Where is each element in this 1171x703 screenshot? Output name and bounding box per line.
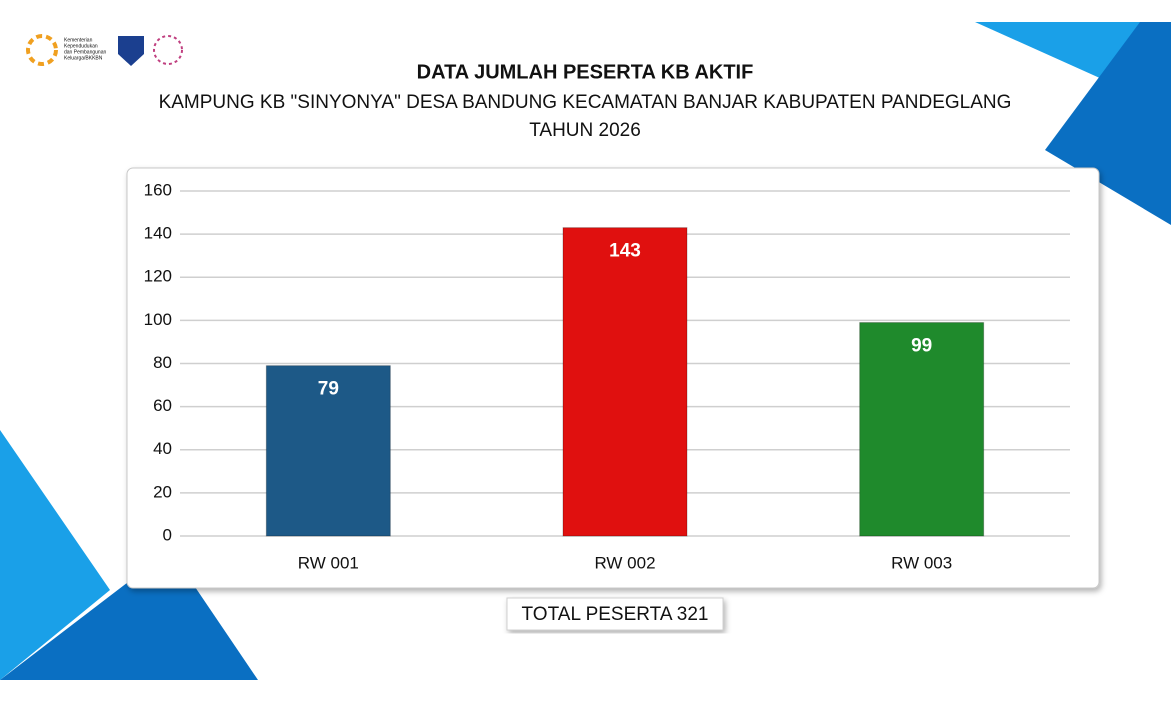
y-tick-label: 160 (144, 180, 172, 199)
y-tick-label: 60 (153, 396, 172, 415)
decor (0, 430, 110, 680)
chart-subtitle: TAHUN 2026 (529, 120, 641, 141)
y-tick-label: 140 (144, 224, 172, 243)
total-box (506, 597, 724, 631)
logo-text: Kependudukan (64, 43, 98, 49)
logo (153, 35, 183, 65)
logo (26, 34, 58, 66)
logo-text: Kementerian (64, 37, 93, 43)
decor (0, 550, 258, 680)
logo-text: dan Pembangunan (64, 49, 106, 55)
y-tick-label: 40 (153, 439, 172, 458)
y-tick-label: 80 (153, 353, 172, 372)
y-tick-label: 100 (144, 310, 172, 329)
x-tick-label: RW 003 (891, 553, 952, 572)
y-tick-label: 20 (153, 482, 172, 501)
total-label: TOTAL PESERTA 321 (522, 604, 709, 625)
y-tick-label: 0 (163, 525, 172, 544)
y-tick-label: 120 (144, 267, 172, 286)
bar (859, 322, 985, 537)
logo-text: Keluarga/BKKBN (64, 55, 103, 61)
logo (118, 36, 144, 66)
x-tick-label: RW 001 (298, 553, 359, 572)
bar (265, 365, 391, 537)
bar (562, 227, 688, 537)
chart-title: DATA JUMLAH PESERTA KB AKTIF (417, 61, 754, 83)
decor (1045, 22, 1171, 225)
x-tick-label: RW 002 (594, 553, 655, 572)
value-label: 79 (318, 379, 339, 400)
value-label: 143 (609, 241, 641, 262)
value-label: 99 (911, 336, 932, 357)
chart-subtitle: KAMPUNG KB "SINYONYA" DESA BANDUNG KECAM… (159, 92, 1012, 113)
